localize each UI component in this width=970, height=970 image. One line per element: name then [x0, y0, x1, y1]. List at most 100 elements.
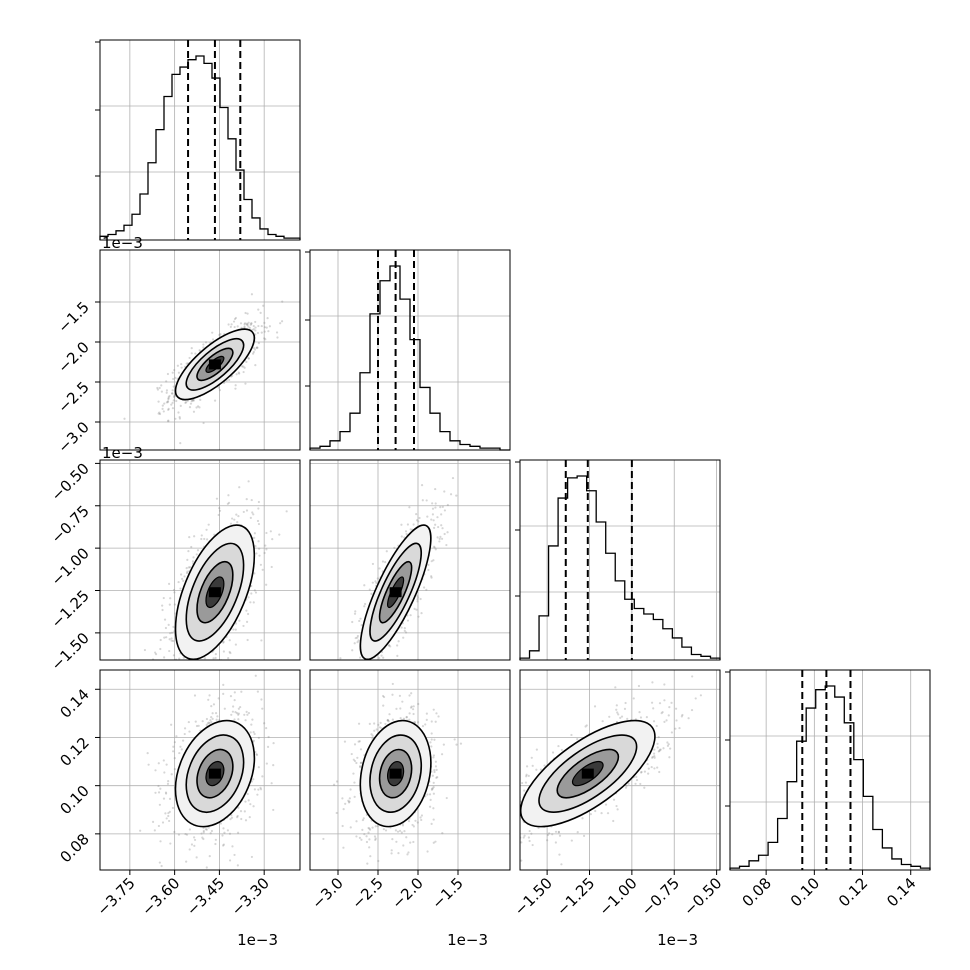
sample-point	[221, 834, 224, 837]
sample-point	[412, 712, 415, 716]
sample-point	[400, 831, 403, 834]
sample-point	[245, 360, 248, 364]
sample-point	[179, 745, 182, 748]
sample-point	[409, 706, 413, 709]
sample-point	[244, 311, 247, 315]
sample-point	[189, 402, 193, 405]
sample-point	[415, 608, 418, 611]
sample-point	[263, 337, 266, 340]
scatter-content	[123, 293, 284, 445]
sample-point	[178, 416, 181, 419]
sample-point	[228, 832, 232, 835]
sample-point	[188, 730, 191, 733]
sample-point	[231, 710, 234, 713]
sample-point	[253, 536, 256, 539]
sample-point	[235, 712, 239, 715]
sample-point	[368, 827, 371, 830]
sample-point	[218, 509, 222, 512]
sample-point	[445, 796, 448, 800]
sample-point	[409, 614, 412, 617]
sample-point	[267, 330, 270, 333]
sample-point	[432, 818, 435, 821]
sample-point	[164, 812, 167, 815]
sample-point	[267, 735, 270, 739]
sample-point	[252, 730, 255, 734]
sample-point	[252, 739, 255, 742]
sample-point	[257, 522, 261, 526]
sample-point	[254, 320, 257, 324]
sample-point	[255, 753, 259, 757]
sample-point	[617, 713, 620, 716]
sample-point	[414, 819, 417, 822]
sample-point	[167, 397, 170, 400]
sample-point	[190, 545, 193, 549]
sample-point	[190, 400, 193, 403]
sample-point	[236, 814, 239, 818]
sample-point	[440, 513, 443, 516]
sample-point	[165, 391, 168, 394]
sample-point	[161, 604, 164, 607]
sample-point	[237, 371, 240, 374]
sample-point	[164, 792, 168, 795]
sample-point	[222, 650, 225, 653]
sample-point	[394, 829, 398, 832]
sample-point	[433, 738, 436, 741]
sample-point	[434, 487, 437, 491]
sample-point	[188, 828, 191, 831]
sample-point	[272, 808, 275, 812]
sample-point	[208, 721, 211, 725]
sample-point	[405, 836, 408, 839]
sample-point	[171, 806, 175, 810]
sample-point	[255, 552, 258, 555]
sample-point	[166, 400, 170, 403]
scatter-content	[143, 480, 288, 665]
sample-point	[205, 866, 208, 869]
sample-point	[335, 811, 338, 815]
sample-point	[265, 583, 268, 586]
sample-point	[154, 651, 157, 654]
sample-point	[387, 720, 390, 723]
sample-point	[200, 534, 203, 537]
scatter-panel-p1-p4	[99, 669, 301, 871]
sample-point	[570, 839, 573, 842]
sample-point	[281, 300, 284, 303]
sample-point	[165, 817, 168, 820]
sample-point	[441, 527, 444, 530]
sample-point	[205, 538, 209, 541]
sample-point	[252, 805, 255, 808]
sample-point	[272, 764, 275, 767]
sample-point	[250, 498, 253, 502]
sample-point	[407, 851, 410, 854]
sample-point	[408, 506, 411, 509]
sample-point	[356, 756, 359, 759]
sample-point	[171, 392, 174, 395]
sample-point	[237, 712, 240, 715]
sample-point	[433, 526, 436, 530]
sample-point	[163, 618, 167, 621]
sample-point	[246, 713, 249, 716]
sample-point	[432, 807, 435, 810]
sample-point	[233, 718, 236, 721]
sample-point	[168, 638, 171, 641]
sample-point	[208, 663, 210, 665]
sample-point	[647, 767, 650, 770]
sample-point	[369, 855, 372, 858]
sample-point	[436, 776, 439, 779]
sample-point	[355, 761, 358, 765]
sample-point	[205, 717, 209, 721]
sample-point	[167, 420, 170, 423]
sample-point	[245, 509, 249, 512]
sample-point	[234, 384, 237, 387]
sample-point	[399, 707, 402, 710]
sample-point	[365, 840, 369, 844]
sample-point	[434, 760, 437, 763]
sample-point	[360, 624, 363, 627]
sample-point	[405, 715, 408, 719]
sample-point	[341, 824, 344, 828]
sample-point	[222, 827, 225, 830]
sample-point	[525, 773, 528, 776]
sample-point	[652, 752, 656, 755]
sample-point	[170, 723, 173, 726]
sample-point	[358, 663, 360, 665]
sample-point	[158, 861, 161, 864]
